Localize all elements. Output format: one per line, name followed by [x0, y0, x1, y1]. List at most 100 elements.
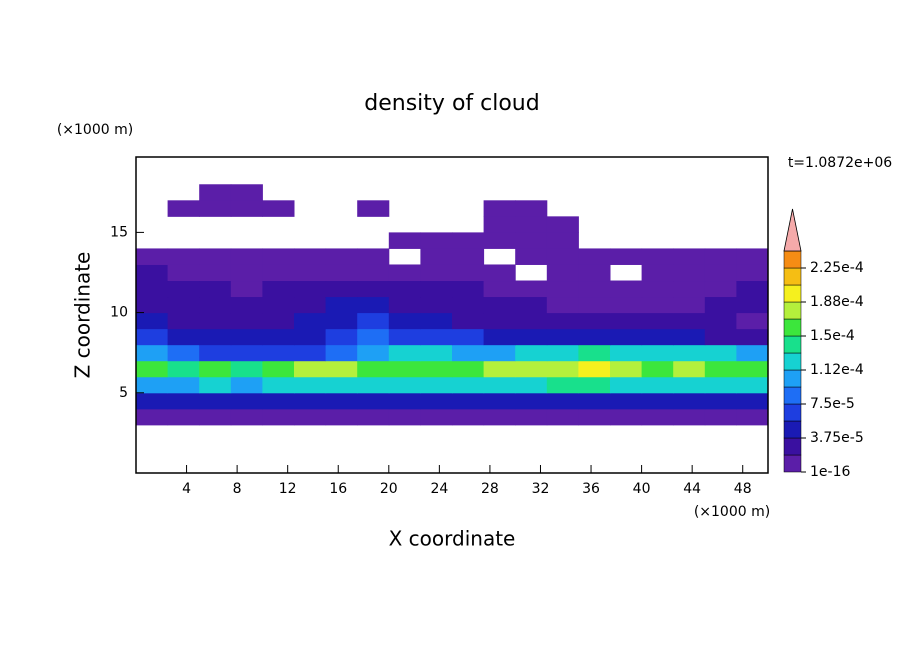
contour-cell — [546, 232, 579, 249]
contour-cell — [610, 328, 643, 346]
contour-cell — [546, 376, 579, 394]
contour-cell — [230, 408, 263, 426]
contour-cell — [420, 328, 453, 346]
contour-cell — [673, 312, 706, 330]
contour-cell — [546, 248, 579, 265]
contour-cell — [483, 408, 516, 426]
contour-cell — [515, 216, 548, 233]
x-tick-label: 44 — [683, 481, 701, 497]
contour-cell — [452, 248, 485, 265]
x-tick-label: 32 — [532, 481, 550, 497]
contour-cell — [357, 200, 390, 217]
colorbar-label: 1e-16 — [810, 464, 850, 480]
contour-cell — [325, 376, 358, 394]
contour-cell — [230, 392, 263, 410]
x-label: X coordinate — [389, 527, 516, 551]
contour-cell — [420, 280, 453, 298]
contour-cell — [578, 328, 611, 346]
contour-cell — [515, 376, 548, 394]
contour-cell — [483, 328, 516, 346]
contour-cell — [294, 360, 327, 378]
contour-cell — [199, 248, 232, 265]
contour-cell — [420, 296, 453, 314]
contour-cell — [136, 408, 169, 426]
contour-cell — [736, 328, 769, 346]
contour-cell — [578, 392, 611, 410]
contour-cell — [641, 280, 674, 298]
contour-cell — [388, 408, 421, 426]
contour-cell — [483, 216, 516, 233]
contour-cell — [546, 392, 579, 410]
y-tick-label: 10 — [110, 305, 128, 321]
contour-cell — [357, 392, 390, 410]
contour-cell — [262, 248, 295, 265]
contour-cell — [230, 360, 263, 378]
contour-cell — [294, 248, 327, 265]
contour-cell — [515, 280, 548, 298]
contour-cell — [199, 344, 232, 362]
contour-cell — [515, 392, 548, 410]
contour-cell — [167, 312, 200, 330]
contour-cell — [673, 280, 706, 298]
contour-cell — [641, 264, 674, 282]
contour-cell — [515, 232, 548, 249]
contour-cell — [641, 248, 674, 265]
contour-cell — [704, 312, 737, 330]
contour-cell — [515, 312, 548, 330]
contour-cell — [420, 392, 453, 410]
x-tick-label: 12 — [279, 481, 297, 497]
contour-cell — [262, 328, 295, 346]
contour-cell — [641, 312, 674, 330]
contour-cell — [704, 248, 737, 265]
contour-cell — [357, 264, 390, 282]
contour-cell — [673, 248, 706, 265]
contour-cell — [230, 344, 263, 362]
contour-cell — [546, 264, 579, 282]
contour-cell — [388, 280, 421, 298]
contour-cell — [357, 312, 390, 330]
contour-cell — [388, 312, 421, 330]
x-tick-label: 28 — [481, 481, 499, 497]
contour-cell — [230, 248, 263, 265]
contour-cell — [641, 360, 674, 378]
contour-cell — [641, 328, 674, 346]
contour-cell — [515, 408, 548, 426]
contour-cell — [262, 408, 295, 426]
contour-cell — [262, 344, 295, 362]
contour-cell — [199, 408, 232, 426]
contour-cell — [420, 344, 453, 362]
contour-cell — [294, 280, 327, 298]
contour-cell — [610, 280, 643, 298]
contour-cell — [452, 264, 485, 282]
contour-cell — [325, 392, 358, 410]
contour-cell — [578, 376, 611, 394]
contour-cell — [641, 296, 674, 314]
contour-cell — [736, 296, 769, 314]
contour-cell — [736, 408, 769, 426]
contour-cell — [515, 328, 548, 346]
contour-cell — [294, 264, 327, 282]
contour-cell — [452, 280, 485, 298]
contour-cell — [578, 344, 611, 362]
contour-cell — [704, 264, 737, 282]
contour-cell — [230, 280, 263, 298]
contour-cell — [388, 392, 421, 410]
contour-cell — [230, 376, 263, 394]
contour-cell — [610, 360, 643, 378]
contour-cell — [294, 344, 327, 362]
contour-cell — [673, 344, 706, 362]
x-tick-label: 36 — [582, 481, 600, 497]
contour-cell — [736, 344, 769, 362]
contour-cell — [325, 408, 358, 426]
contour-cell — [673, 376, 706, 394]
contour-cell — [199, 328, 232, 346]
contour-cell — [704, 360, 737, 378]
contour-cell — [357, 296, 390, 314]
contour-cell — [736, 392, 769, 410]
contour-cell — [199, 280, 232, 298]
contour-cell — [357, 248, 390, 265]
contour-cell — [546, 296, 579, 314]
contour-cell — [641, 392, 674, 410]
contour-cell — [483, 200, 516, 217]
contour-cell — [420, 248, 453, 265]
